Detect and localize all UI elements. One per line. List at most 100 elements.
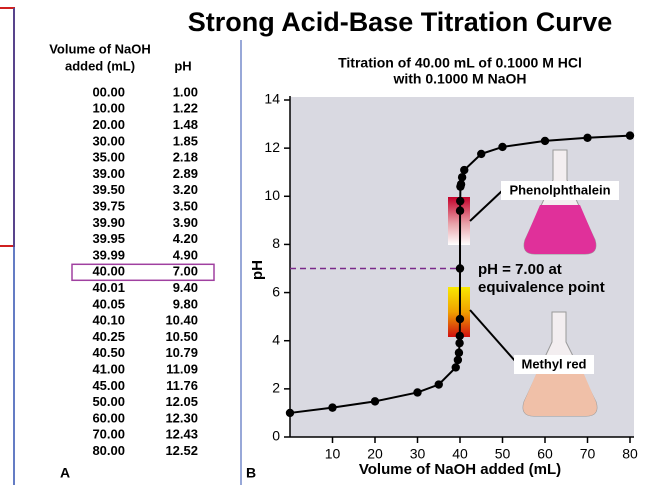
table-cell: 40.00 — [92, 264, 125, 279]
table-cell: 35.00 — [92, 150, 125, 165]
y-tick-label: 8 — [272, 235, 280, 251]
data-point — [498, 142, 507, 152]
table-cell: 3.50 — [173, 199, 198, 214]
x-tick-label: 50 — [495, 446, 511, 462]
callout-line — [469, 309, 517, 363]
y-tick-label: 12 — [264, 139, 280, 155]
data-point — [413, 388, 422, 397]
table-cell: 39.50 — [92, 182, 125, 197]
table-cell: 60.00 — [92, 410, 125, 425]
table-cell: 4.90 — [173, 247, 198, 262]
table-cell: 12.05 — [165, 394, 198, 409]
x-tick-label: 40 — [452, 446, 468, 462]
chart-title: Titration of 40.00 mL of 0.1000 M HCl — [338, 55, 582, 71]
table-cell: 40.50 — [92, 345, 125, 360]
table-cell: 12.52 — [165, 443, 198, 458]
annotation: pH = 7.00 at — [478, 261, 562, 278]
table-cell: 2.89 — [173, 166, 198, 181]
label-box — [514, 355, 594, 374]
data-point — [451, 363, 460, 372]
table-header: pH — [174, 58, 191, 73]
table-cell: 10.40 — [165, 313, 198, 328]
table-cell: 40.10 — [92, 313, 125, 328]
chart-title: with 0.1000 M NaOH — [392, 71, 526, 87]
table-cell: 50.00 — [92, 394, 125, 409]
table-cell: 10.50 — [165, 329, 198, 344]
callout-line — [469, 189, 504, 222]
table-cell: 70.00 — [92, 427, 125, 442]
table-cell: 41.00 — [92, 362, 125, 377]
table-cell: 7.00 — [173, 264, 198, 279]
table-header: Volume of NaOH — [49, 41, 151, 56]
table-cell: 39.00 — [92, 166, 125, 181]
table-cell: 1.48 — [173, 117, 198, 132]
annotation: equivalence point — [478, 279, 605, 296]
table-cell: 12.30 — [165, 410, 198, 425]
flask-pink — [523, 149, 597, 255]
table-cell: 10.00 — [92, 101, 125, 116]
data-point — [455, 338, 464, 348]
data-point — [328, 403, 337, 412]
y-tick-label: 10 — [264, 187, 280, 203]
table-cell: 3.20 — [173, 182, 198, 197]
data-point — [455, 206, 465, 215]
y-tick-label: 0 — [272, 428, 280, 444]
table-cell: 4.20 — [173, 231, 198, 246]
table-cell: 1.85 — [173, 133, 198, 148]
panel-label: B — [246, 465, 256, 481]
x-tick-label: 70 — [580, 446, 596, 462]
table-cell: 40.05 — [92, 296, 125, 311]
table-cell: 9.80 — [173, 296, 198, 311]
x-tick-label: 10 — [325, 446, 341, 462]
label-box — [501, 181, 619, 200]
table-cell: 1.00 — [173, 84, 198, 99]
data-point — [455, 264, 465, 273]
data-point — [285, 408, 295, 418]
annotation: Phenolphthalein — [509, 182, 610, 197]
table-cell: 40.01 — [92, 280, 125, 295]
data-point — [456, 180, 466, 189]
table-cell: 11.76 — [166, 378, 198, 393]
table-cell: 40.25 — [92, 329, 125, 344]
x-axis-label: Volume of NaOH added (mL) — [359, 461, 561, 478]
table-cell: 12.43 — [165, 427, 198, 442]
data-point — [434, 380, 443, 389]
table-cell: 10.79 — [165, 345, 198, 360]
y-tick-label: 6 — [272, 283, 280, 299]
x-tick-label: 30 — [410, 446, 426, 462]
data-point — [456, 196, 465, 206]
data-point — [460, 165, 469, 175]
table-cell: 45.00 — [92, 378, 125, 393]
x-tick-label: 60 — [537, 446, 553, 462]
table-cell: 9.40 — [173, 280, 198, 295]
table-header: added (mL) — [65, 58, 135, 73]
table-cell: 1.22 — [173, 101, 198, 116]
annotation: Methyl red — [521, 356, 586, 371]
panel-label: A — [60, 465, 70, 481]
y-tick-label: 14 — [264, 91, 280, 107]
table-cell: 39.99 — [92, 247, 125, 262]
figure-title: Strong Acid-Base Titration Curve — [188, 7, 613, 37]
table-cell: 11.09 — [166, 362, 198, 377]
data-point — [455, 314, 465, 324]
y-tick-label: 4 — [272, 331, 280, 347]
x-tick-label: 80 — [622, 446, 638, 462]
data-point — [370, 397, 380, 406]
data-point — [453, 355, 463, 365]
data-point — [540, 136, 550, 146]
table-cell: 2.18 — [173, 150, 198, 165]
table-cell: 39.95 — [92, 231, 125, 246]
table-cell: 3.90 — [173, 215, 198, 230]
row-highlight — [71, 263, 215, 282]
y-axis-label: pH — [249, 260, 266, 280]
table-cell: 39.90 — [92, 215, 125, 230]
data-point — [477, 149, 486, 159]
table-cell: 30.00 — [92, 133, 125, 148]
y-tick-label: 2 — [272, 380, 280, 396]
data-point — [625, 131, 635, 140]
table-cell: 80.00 — [92, 443, 125, 458]
table-cell: 39.75 — [92, 199, 125, 214]
table-cell: 20.00 — [92, 117, 125, 132]
data-point — [455, 331, 464, 341]
